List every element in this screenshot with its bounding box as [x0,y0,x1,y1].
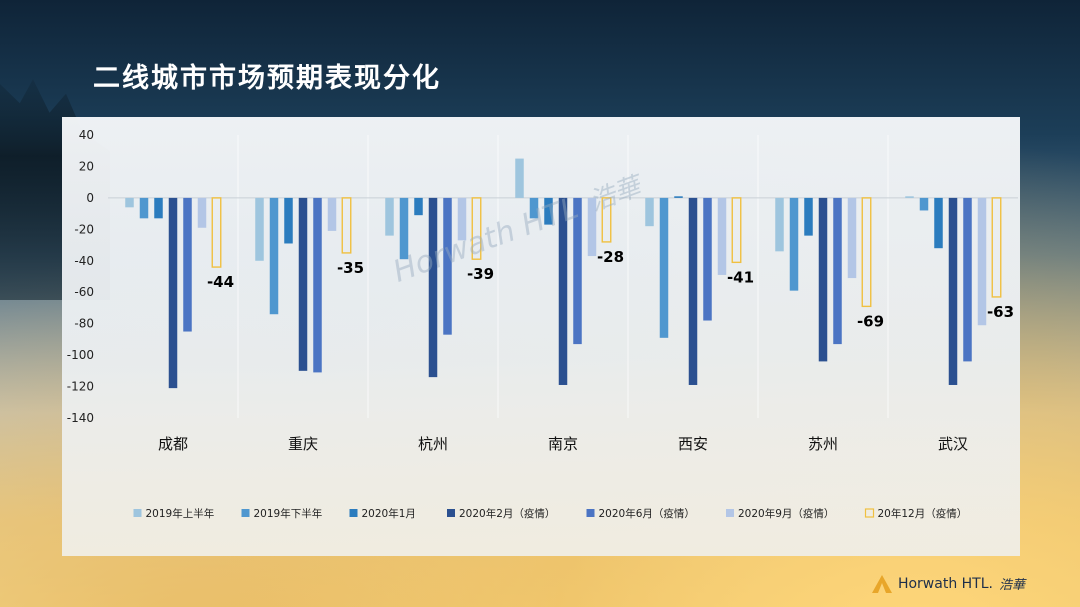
y-tick-label: -100 [67,348,94,362]
bar [601,197,612,243]
bar [399,197,409,260]
footer-logo-cn: 浩華 [998,578,1025,593]
bar [861,197,872,308]
bar [341,197,352,254]
bar [414,197,423,216]
bar [833,197,842,345]
chart-panel: 40 20 0 -20 -40 -60 -80 -100 -120 -140 -44 成都 -35 重庆 -… [62,117,1020,556]
data-label: -44 [207,273,234,291]
bar [934,197,943,249]
bar [659,197,669,338]
bar [847,197,857,279]
bar [905,196,914,198]
data-label: -69 [857,312,884,330]
bar [154,197,163,219]
bar [717,197,727,275]
legend-swatch [726,509,734,517]
legend-swatch [133,509,142,517]
y-tick-label: -40 [74,254,94,268]
page-title: 二线城市市场预期表现分化 [93,63,441,94]
bar [385,197,394,236]
bar [674,196,683,198]
bar [515,158,524,198]
legend-label: 2020年1月 [362,507,416,520]
legend-label: 2020年9月（疫情） [738,507,834,520]
bar [139,197,149,219]
bar [977,197,987,326]
y-tick-label: -60 [74,285,94,299]
bar [269,197,279,315]
x-tick-label: 成都 [158,435,188,453]
bar [544,197,553,225]
data-label: -35 [337,259,364,277]
data-label: -39 [467,265,494,283]
x-tick-label: 苏州 [808,435,838,453]
y-tick-label: 0 [86,191,94,205]
legend-label: 2019年上半年 [146,507,215,520]
legend-swatch [349,509,358,517]
bar [587,197,597,257]
bar [125,197,134,208]
bar [313,197,322,373]
bar [789,197,799,291]
y-tick-label: 20 [79,159,94,173]
footer-logo: Horwath HTL. 浩華 [871,574,1025,593]
bar [443,197,452,335]
bar [471,197,482,260]
bar [197,197,207,228]
bar [211,197,222,268]
bar [991,197,1002,298]
horwath-logo-icon [871,574,892,593]
x-tick-label: 武汉 [938,435,968,453]
legend-swatch [864,508,875,518]
bar [775,197,784,252]
legend-label: 2019年下半年 [254,507,323,520]
bar [428,197,438,378]
x-tick-label: 南京 [548,435,578,453]
legend-swatch [241,509,250,517]
legend-label: 2020年6月（疫情） [599,507,695,520]
bar [804,197,813,236]
data-label: -63 [987,303,1014,321]
bar [645,197,654,227]
y-tick-label: -20 [74,222,94,236]
data-label: -28 [597,248,624,266]
bar [298,197,308,371]
x-tick-label: 重庆 [288,435,318,453]
bar [948,197,958,385]
legend-label: 2020年2月（疫情） [459,507,555,520]
y-tick-label: -140 [67,411,94,425]
bar [963,197,972,362]
bar [688,197,698,385]
y-tick-label: -80 [74,317,94,331]
legend-label: 20年12月（疫情） [878,507,968,520]
footer-logo-text: Horwath HTL. [897,575,993,592]
bar [183,197,192,332]
bar [327,197,337,231]
bar [558,197,568,385]
bar [573,197,582,345]
y-tick-label: -120 [67,380,94,394]
data-label: -41 [727,268,754,286]
bar [703,197,712,321]
legend-swatch [447,509,455,517]
bar [457,197,467,241]
bar [731,197,742,264]
bar [919,197,929,211]
bar-chart: 40 20 0 -20 -40 -60 -80 -100 -120 -140 -44 成都 -35 重庆 -… [67,128,1018,520]
bar [529,197,539,219]
y-tick-label: 40 [79,128,94,142]
bar [255,197,264,261]
x-tick-label: 杭州 [418,435,448,453]
bar [168,197,178,389]
bar [818,197,828,362]
legend-swatch [586,509,595,517]
x-tick-label: 西安 [678,435,708,453]
bar [284,197,293,244]
